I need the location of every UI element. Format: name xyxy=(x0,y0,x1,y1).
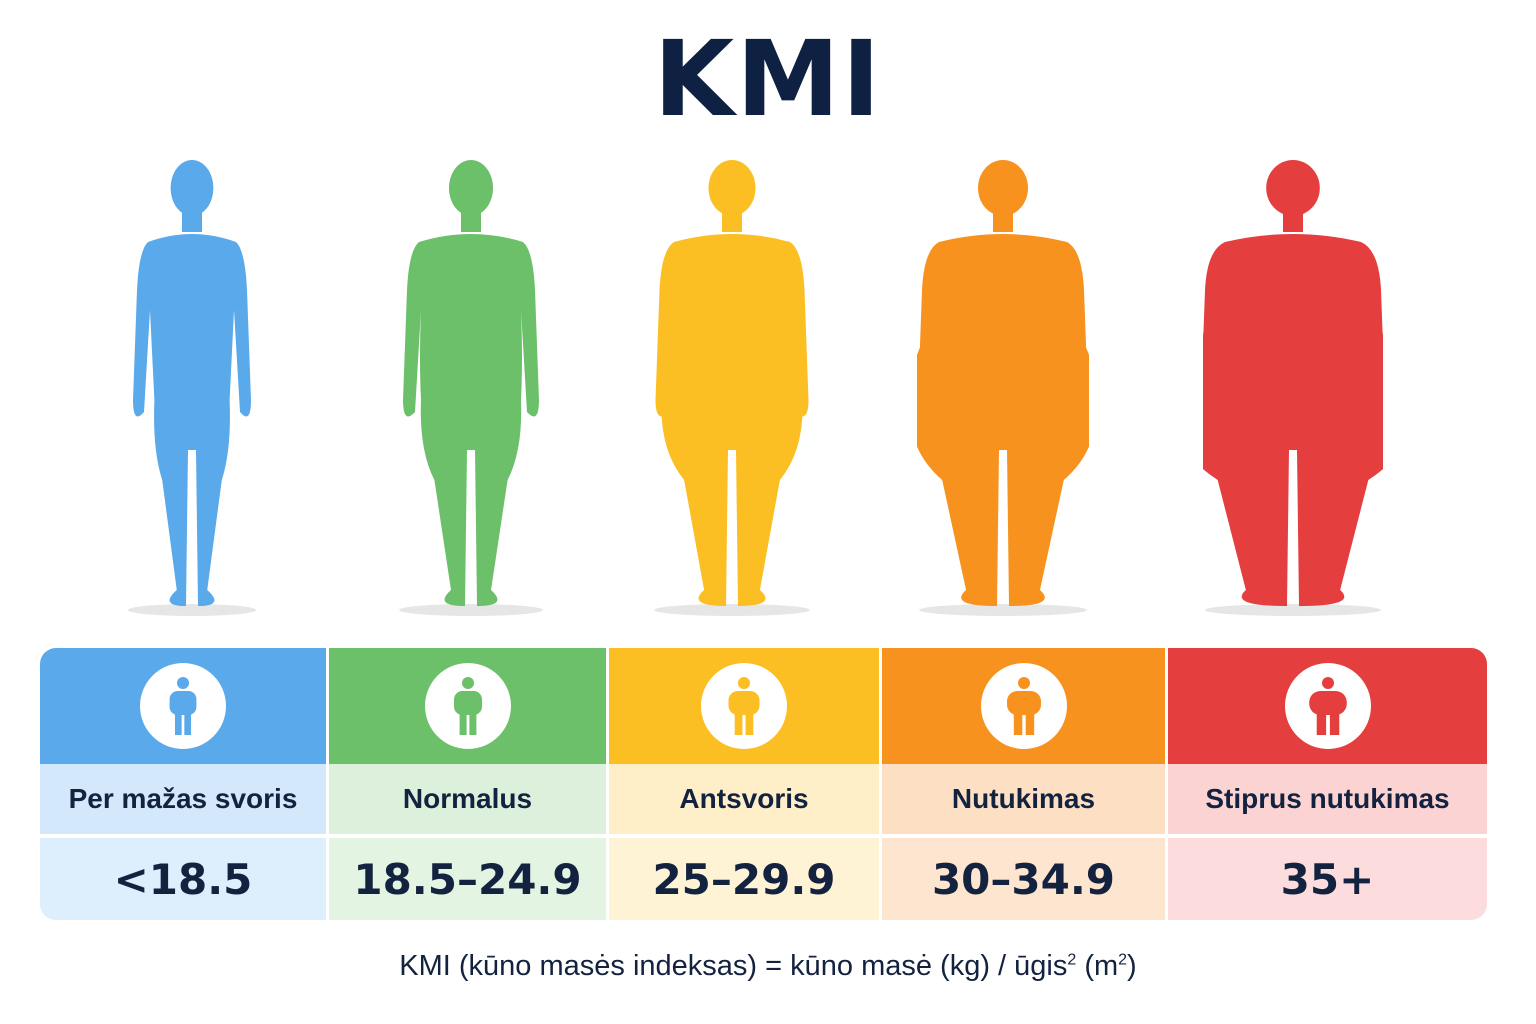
formula-end: ) xyxy=(1127,950,1137,982)
formula-text: KMI (kūno masės indeksas) = kūno masė (k… xyxy=(399,950,1068,982)
category-label: Stiprus nutukimas xyxy=(1168,764,1487,838)
category-range: <18.5 xyxy=(40,838,326,920)
formula-unit-exponent: 2 xyxy=(1118,951,1128,969)
category-obese: Nutukimas 30–34.9 xyxy=(879,648,1165,920)
category-range: 30–34.9 xyxy=(882,838,1165,920)
category-label: Per mažas svoris xyxy=(40,764,326,838)
bmi-formula: KMI (kūno masės indeksas) = kūno masė (k… xyxy=(0,950,1536,983)
category-range: 35+ xyxy=(1168,838,1487,920)
severely-obese-figure xyxy=(1203,150,1383,620)
category-header xyxy=(1168,648,1487,764)
category-severely-obese: Stiprus nutukimas 35+ xyxy=(1165,648,1487,920)
severely-obese-person-icon xyxy=(1284,663,1371,749)
formula-exponent: 2 xyxy=(1067,951,1077,969)
normal-person-icon xyxy=(424,663,511,749)
obese-person-icon xyxy=(980,663,1067,749)
underweight-figure xyxy=(126,150,258,620)
body-figures xyxy=(0,150,1536,630)
category-header xyxy=(882,648,1165,764)
formula-unit: (m xyxy=(1076,950,1119,982)
category-label: Normalus xyxy=(329,764,606,838)
category-normal: Normalus 18.5–24.9 xyxy=(326,648,606,920)
bmi-table: Per mažas svoris <18.5 Normalus 18.5–24.… xyxy=(40,648,1487,920)
category-overweight: Antsvoris 25–29.9 xyxy=(606,648,879,920)
normal-weight-figure xyxy=(397,150,545,620)
category-range: 25–29.9 xyxy=(609,838,879,920)
overweight-person-icon xyxy=(701,663,787,749)
category-range: 18.5–24.9 xyxy=(329,838,606,920)
category-underweight: Per mažas svoris <18.5 xyxy=(40,648,326,920)
category-label: Nutukimas xyxy=(882,764,1165,838)
category-header xyxy=(40,648,326,764)
thin-person-icon xyxy=(140,663,226,749)
obese-figure xyxy=(917,150,1089,620)
category-header xyxy=(609,648,879,764)
category-label: Antsvoris xyxy=(609,764,879,838)
category-header xyxy=(329,648,606,764)
page-title: KMI xyxy=(653,18,883,140)
overweight-figure xyxy=(652,150,812,620)
